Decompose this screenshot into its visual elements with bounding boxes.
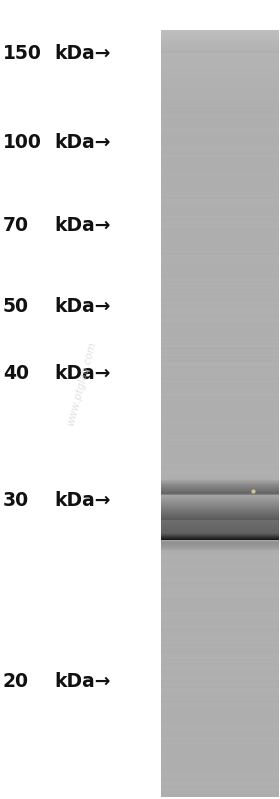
Text: www.ptglab.com: www.ptglab.com xyxy=(65,340,97,427)
Text: 100: 100 xyxy=(3,133,42,152)
Text: 150: 150 xyxy=(3,44,42,63)
Text: 70: 70 xyxy=(3,216,29,235)
Text: 30: 30 xyxy=(3,491,29,510)
Text: kDa→: kDa→ xyxy=(55,491,111,510)
Text: kDa→: kDa→ xyxy=(55,216,111,235)
Text: 20: 20 xyxy=(3,672,29,691)
Text: 50: 50 xyxy=(3,296,29,316)
Text: kDa→: kDa→ xyxy=(55,44,111,63)
Text: kDa→: kDa→ xyxy=(55,672,111,691)
Text: kDa→: kDa→ xyxy=(55,133,111,152)
Text: kDa→: kDa→ xyxy=(55,296,111,316)
Text: kDa→: kDa→ xyxy=(55,364,111,384)
Text: 40: 40 xyxy=(3,364,29,384)
